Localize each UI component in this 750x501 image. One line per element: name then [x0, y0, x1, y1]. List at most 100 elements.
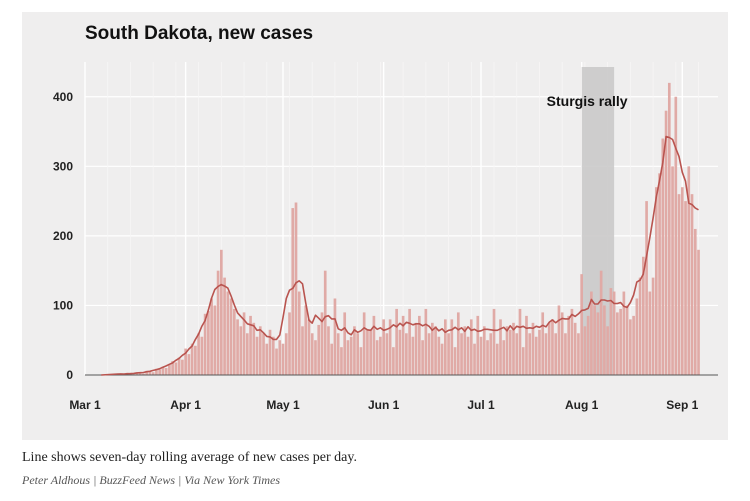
- daily-case-bar: [252, 322, 256, 375]
- daily-case-bar: [356, 333, 360, 375]
- daily-case-bar: [583, 326, 587, 375]
- daily-case-bar: [482, 326, 486, 375]
- daily-case-bar: [353, 326, 356, 375]
- daily-case-bar: [395, 308, 398, 375]
- daily-case-bar: [512, 322, 515, 375]
- daily-case-bar: [505, 326, 509, 375]
- sturgis-rally-label: Sturgis rally: [547, 93, 628, 109]
- bar-layer: [116, 82, 700, 376]
- daily-case-bar: [216, 270, 220, 375]
- daily-case-bar: [200, 336, 204, 375]
- daily-case-bar: [599, 270, 603, 375]
- daily-case-bar: [288, 312, 291, 375]
- daily-case-bar: [544, 333, 548, 375]
- daily-case-bar: [538, 329, 541, 375]
- x-tick-label: Sep 1: [666, 398, 698, 412]
- x-tick-label: Aug 1: [565, 398, 599, 412]
- daily-case-bar: [586, 315, 590, 375]
- daily-case-bar: [320, 312, 324, 375]
- daily-case-bar: [197, 333, 200, 375]
- daily-case-bar: [330, 343, 334, 375]
- daily-case-bar: [294, 202, 298, 375]
- daily-case-bar: [343, 312, 347, 375]
- daily-case-bar: [687, 166, 691, 375]
- daily-case-bar: [418, 315, 421, 375]
- daily-case-bar: [664, 110, 668, 375]
- daily-case-bar: [635, 298, 639, 375]
- daily-case-bar: [551, 319, 554, 375]
- daily-case-bar: [323, 270, 327, 375]
- daily-case-bar: [486, 340, 489, 375]
- daily-case-bar: [531, 322, 535, 375]
- daily-case-bar: [281, 343, 285, 375]
- daily-case-bar: [168, 364, 171, 375]
- daily-case-bar: [684, 201, 687, 375]
- daily-case-bar: [476, 315, 480, 375]
- daily-case-bar: [317, 324, 321, 375]
- daily-case-bar: [508, 329, 512, 375]
- daily-case-bar: [346, 340, 350, 375]
- daily-case-bar: [489, 333, 493, 375]
- chart-svg: 0 100 200 300 400 Mar 1 Apr 1 May 1 Jun 1 Jul 1 Au…: [53, 23, 718, 412]
- daily-case-bar: [142, 373, 145, 375]
- daily-case-bar: [651, 277, 655, 375]
- daily-case-bar: [151, 372, 155, 375]
- daily-case-bar: [405, 333, 408, 375]
- x-tick-label: Jul 1: [467, 398, 495, 412]
- daily-case-bar: [262, 333, 265, 375]
- daily-case-bar: [275, 348, 278, 375]
- daily-case-bar: [349, 336, 353, 375]
- daily-case-bar: [223, 277, 226, 375]
- daily-case-bar: [469, 319, 473, 375]
- daily-case-bar: [190, 343, 194, 375]
- daily-case-bar: [502, 340, 506, 375]
- daily-case-bar: [648, 291, 652, 375]
- daily-case-bar: [596, 312, 600, 375]
- daily-case-bar: [164, 368, 168, 375]
- daily-case-bar: [414, 322, 418, 375]
- daily-case-bar: [495, 343, 499, 375]
- daily-case-bar: [645, 201, 648, 375]
- daily-case-bar: [278, 340, 282, 375]
- daily-case-bar: [187, 354, 191, 375]
- daily-case-bar: [249, 315, 252, 375]
- daily-case-bar: [242, 312, 246, 375]
- daily-case-bar: [427, 333, 431, 375]
- daily-case-bar: [450, 319, 454, 375]
- daily-case-bar: [567, 315, 571, 375]
- daily-case-bar: [255, 336, 259, 375]
- daily-case-bar: [158, 369, 161, 375]
- daily-case-bar: [184, 348, 187, 375]
- daily-case-bar: [291, 208, 295, 375]
- chart-title: South Dakota, new cases: [85, 23, 313, 44]
- daily-case-bar: [521, 347, 525, 375]
- x-tick-label: May 1: [266, 398, 300, 412]
- line-layer: [101, 135, 699, 376]
- daily-case-bar: [570, 308, 574, 375]
- daily-case-bar: [236, 319, 239, 375]
- daily-case-bar: [590, 291, 593, 375]
- daily-case-bar: [301, 326, 304, 375]
- daily-case-bar: [210, 298, 213, 375]
- daily-case-bar: [443, 319, 447, 375]
- daily-case-bar: [629, 319, 632, 375]
- daily-case-bar: [437, 336, 441, 375]
- daily-case-bar: [148, 371, 152, 375]
- daily-case-bar: [638, 277, 642, 375]
- daily-case-bar: [245, 333, 249, 375]
- daily-case-bar: [603, 305, 606, 375]
- daily-case-bar: [492, 308, 496, 375]
- daily-case-bar: [229, 298, 233, 375]
- chart-panel: 0 100 200 300 400 Mar 1 Apr 1 May 1 Jun 1 Jul 1 Au…: [22, 12, 728, 440]
- daily-case-bar: [232, 308, 236, 375]
- daily-case-bar: [525, 315, 528, 375]
- daily-case-bar: [466, 336, 470, 375]
- daily-case-bar: [447, 333, 450, 375]
- daily-case-bar: [515, 333, 519, 375]
- daily-case-bar: [593, 305, 596, 375]
- daily-case-bar: [560, 312, 564, 375]
- daily-case-bar: [693, 228, 697, 375]
- y-tick-label: 400: [53, 90, 73, 104]
- daily-case-bar: [271, 336, 275, 375]
- daily-case-bar: [379, 336, 382, 375]
